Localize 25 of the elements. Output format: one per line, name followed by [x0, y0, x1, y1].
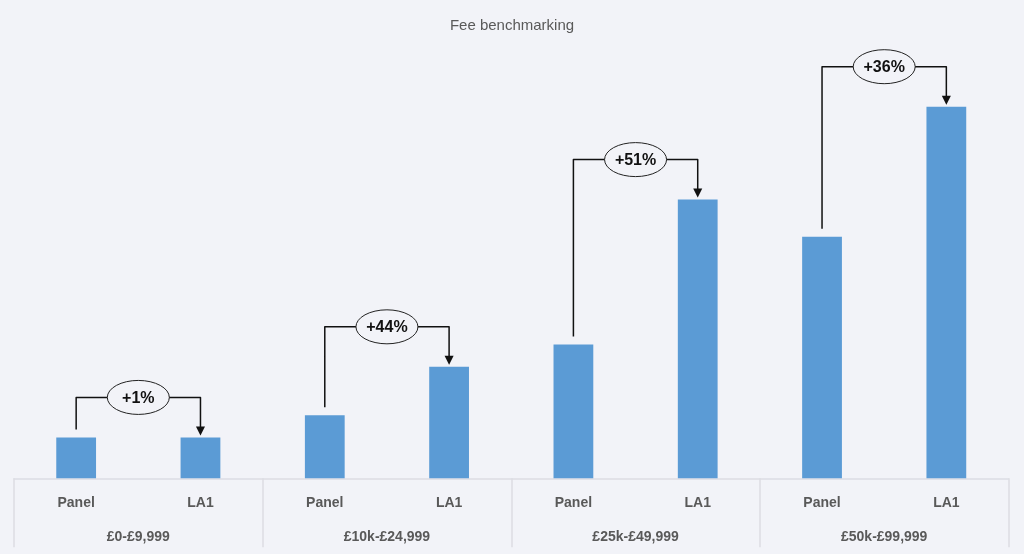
bar	[56, 437, 97, 479]
annotation: +1%	[122, 388, 155, 406]
bar	[553, 344, 594, 479]
x-tick-label: Panel	[306, 494, 344, 511]
x-tick-label: Panel	[57, 494, 95, 511]
bar	[429, 366, 469, 479]
text: £50k-£99,999	[840, 528, 928, 545]
bar	[802, 236, 842, 479]
x-tick-label: LA1	[187, 494, 214, 511]
annotation: +51%	[614, 151, 657, 169]
x-tick-label: Panel	[803, 494, 841, 511]
x-tick-label: LA1	[933, 494, 960, 511]
x-tick-label: Panel	[554, 494, 593, 511]
bar	[180, 437, 221, 479]
text: +36%	[863, 58, 905, 76]
chart-title: Fee benchmarking	[449, 16, 575, 33]
text: £10k-£24,999	[343, 528, 431, 545]
annotation: +44%	[366, 318, 408, 336]
bar	[677, 199, 718, 479]
text: £25k-£49,999	[592, 528, 679, 545]
bar	[304, 415, 345, 479]
text: £0-£9,999	[106, 528, 171, 545]
x-tick-label: LA1	[684, 494, 712, 511]
bar	[926, 106, 967, 479]
x-tick-label: LA1	[435, 494, 463, 511]
